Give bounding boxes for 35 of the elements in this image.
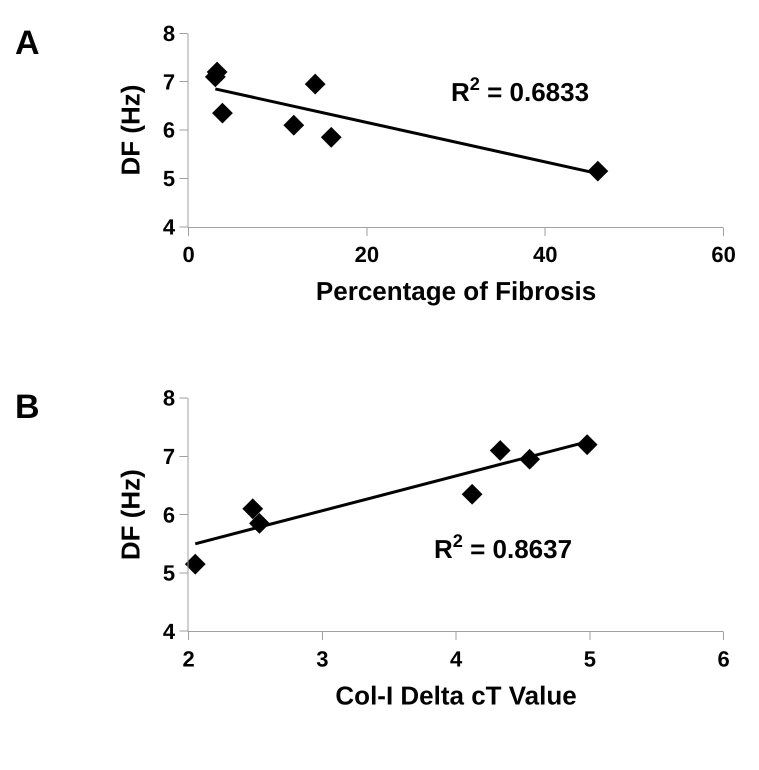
- x-tick-label: 20: [354, 242, 380, 268]
- x-tick-label: 2: [182, 646, 195, 672]
- y-tick-label: 8: [162, 386, 176, 411]
- x-tick-label: 6: [717, 646, 730, 672]
- x-axis-title: Percentage of Fibrosis: [316, 276, 596, 306]
- point: [320, 126, 342, 148]
- y-tick-label: 6: [162, 118, 176, 143]
- chart-title: A: [15, 24, 40, 62]
- y-tick-label: 6: [162, 502, 176, 528]
- x-tick-label: 5: [584, 646, 596, 672]
- point: [242, 498, 264, 520]
- point: [184, 554, 206, 575]
- y-tick-label: 7: [162, 444, 176, 470]
- annotation: R$^{2}$ = 0.8637: [434, 531, 572, 564]
- chart-title: B: [15, 388, 40, 426]
- y-tick-label: 7: [162, 69, 176, 94]
- point: [462, 484, 483, 505]
- y-axis-title: DF (Hz): [115, 469, 146, 560]
- x-tick-label: 3: [316, 646, 328, 672]
- point: [304, 74, 326, 94]
- y-tick-label: 5: [162, 166, 176, 192]
- x-axis-title: Col-I Delta cT Value: [335, 680, 577, 710]
- point: [490, 440, 511, 461]
- y-tick-label: 4: [162, 214, 176, 240]
- y-tick-label: 4: [162, 618, 176, 644]
- point: [212, 102, 233, 124]
- y-tick-label: 8: [162, 20, 176, 46]
- x-tick-label: 60: [711, 242, 736, 268]
- x-tick-label: 40: [532, 242, 558, 268]
- x-tick-label: 4: [450, 646, 463, 672]
- y-axis-title: DF (Hz): [115, 84, 146, 176]
- point: [283, 114, 304, 136]
- x-tick-label: 0: [182, 242, 195, 268]
- annotation: R$^{2}$ = 0.6833: [451, 74, 590, 107]
- y-tick-label: 5: [162, 560, 176, 586]
